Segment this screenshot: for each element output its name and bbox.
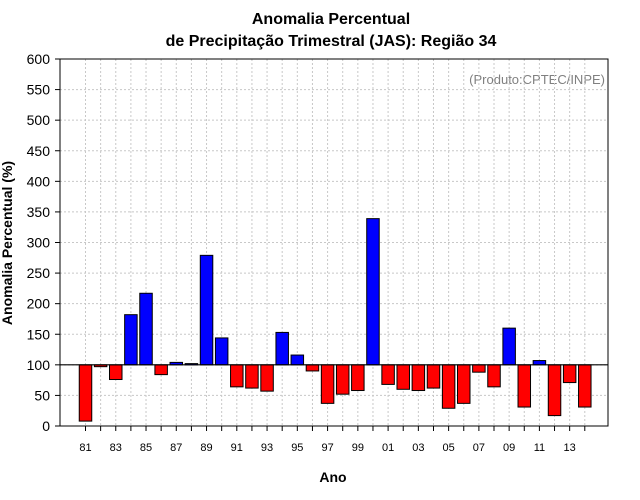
y-ticks: 0 50 100 150 200 250 300 350 400 450 500 550 600 <box>27 51 60 434</box>
y-tick-label: 100 <box>27 357 51 373</box>
bar-07 <box>472 364 486 373</box>
y-tick-label: 350 <box>27 204 51 220</box>
y-tick-label: 50 <box>34 387 50 403</box>
bar-97 <box>320 364 335 404</box>
x-tick-label: 89 <box>200 442 212 454</box>
chart-subtitle: de Precipitação Trimestral (JAS): Região… <box>166 33 497 50</box>
y-tick-label: 550 <box>27 82 51 98</box>
plot-frame <box>59 58 609 427</box>
bar-06 <box>457 364 471 404</box>
bar-99 <box>351 364 365 392</box>
bars-group <box>78 218 592 422</box>
bar-95 <box>290 354 305 366</box>
y-tick-label: 500 <box>27 112 51 128</box>
bar-02 <box>396 364 410 390</box>
x-tick-label: 01 <box>382 442 394 454</box>
bar-12 <box>547 364 562 417</box>
bar-09 <box>502 327 516 366</box>
bar-83 <box>109 364 123 381</box>
bar-84 <box>124 314 138 366</box>
y-tick-label: 300 <box>27 235 51 251</box>
bar-04 <box>426 364 441 389</box>
bar-81 <box>78 364 93 422</box>
bar-93 <box>260 364 274 392</box>
bar-92 <box>245 364 259 389</box>
chart-title: Anomalia Percentual <box>252 11 410 28</box>
bar-85 <box>139 292 153 366</box>
y-axis-label: Anomalia Percentual (%) <box>0 161 15 325</box>
bar-10 <box>517 364 532 408</box>
bar-05 <box>441 364 456 409</box>
y-tick-label: 150 <box>27 326 51 342</box>
bar-03 <box>411 364 426 392</box>
x-tick-label: 87 <box>170 442 182 454</box>
bar-98 <box>335 364 350 395</box>
bar-11 <box>532 360 547 366</box>
x-tick-label: 05 <box>442 442 454 454</box>
x-tick-label: 03 <box>412 442 424 454</box>
bar-96 <box>305 364 320 372</box>
x-tick-label: 11 <box>534 442 545 454</box>
x-tick-label: 83 <box>110 442 122 454</box>
x-axis-label: Ano <box>319 469 346 485</box>
x-tick-label: 13 <box>564 442 576 454</box>
y-tick-label: 250 <box>27 265 51 281</box>
bar-94 <box>275 331 289 366</box>
bar-91 <box>230 364 244 388</box>
x-tick-label: 09 <box>503 442 515 454</box>
bar-14 <box>578 364 592 408</box>
bar-01 <box>381 364 395 385</box>
x-tick-label: 07 <box>473 442 485 454</box>
x-tick-label: 85 <box>140 442 152 454</box>
x-tick-label: 95 <box>291 442 303 454</box>
y-tick-label: 450 <box>27 143 51 159</box>
bar-08 <box>487 364 501 388</box>
bar-86 <box>154 364 168 376</box>
y-tick-label: 600 <box>27 51 51 67</box>
y-tick-label: 0 <box>42 418 50 434</box>
y-tick-label: 400 <box>27 173 51 189</box>
bar-90 <box>214 337 229 366</box>
bar-89 <box>199 254 214 366</box>
x-tick-label: 93 <box>261 442 273 454</box>
x-tick-label: 99 <box>352 442 364 454</box>
x-tick-label: 91 <box>231 442 243 454</box>
source-annotation: (Produto:CPTEC/INPE) <box>469 72 605 87</box>
x-tick-label: 97 <box>321 442 333 454</box>
x-ticks: 81 83 85 87 89 91 93 95 97 99 01 03 05 07 09 11 13 <box>79 426 586 454</box>
bar-13 <box>562 364 577 384</box>
bar-00 <box>366 218 380 366</box>
y-tick-label: 200 <box>27 296 51 312</box>
x-tick-label: 81 <box>79 442 91 454</box>
